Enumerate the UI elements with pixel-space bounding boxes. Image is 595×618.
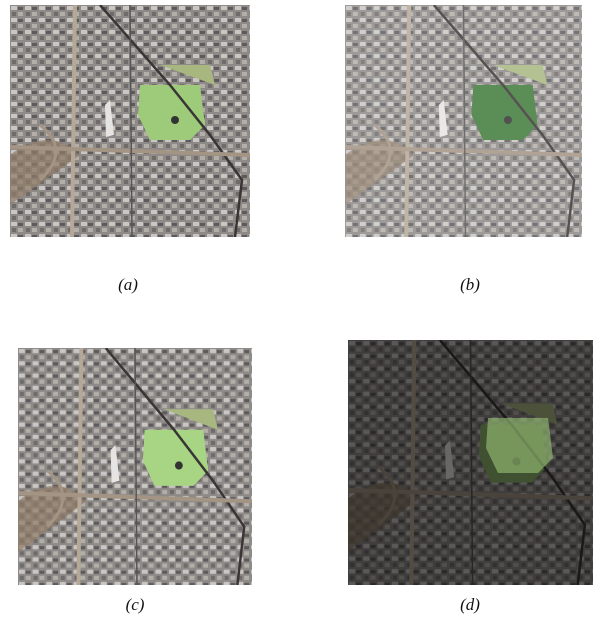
caption: (c) xyxy=(126,595,145,614)
image-d xyxy=(348,340,593,585)
caption: (d) xyxy=(460,595,480,614)
caption: (a) xyxy=(118,275,138,294)
figure: (a) (b) (c) (d) xyxy=(0,0,595,618)
image-c xyxy=(18,348,252,585)
caption: (b) xyxy=(460,275,480,294)
image-b xyxy=(345,5,582,237)
image-a xyxy=(10,5,250,237)
